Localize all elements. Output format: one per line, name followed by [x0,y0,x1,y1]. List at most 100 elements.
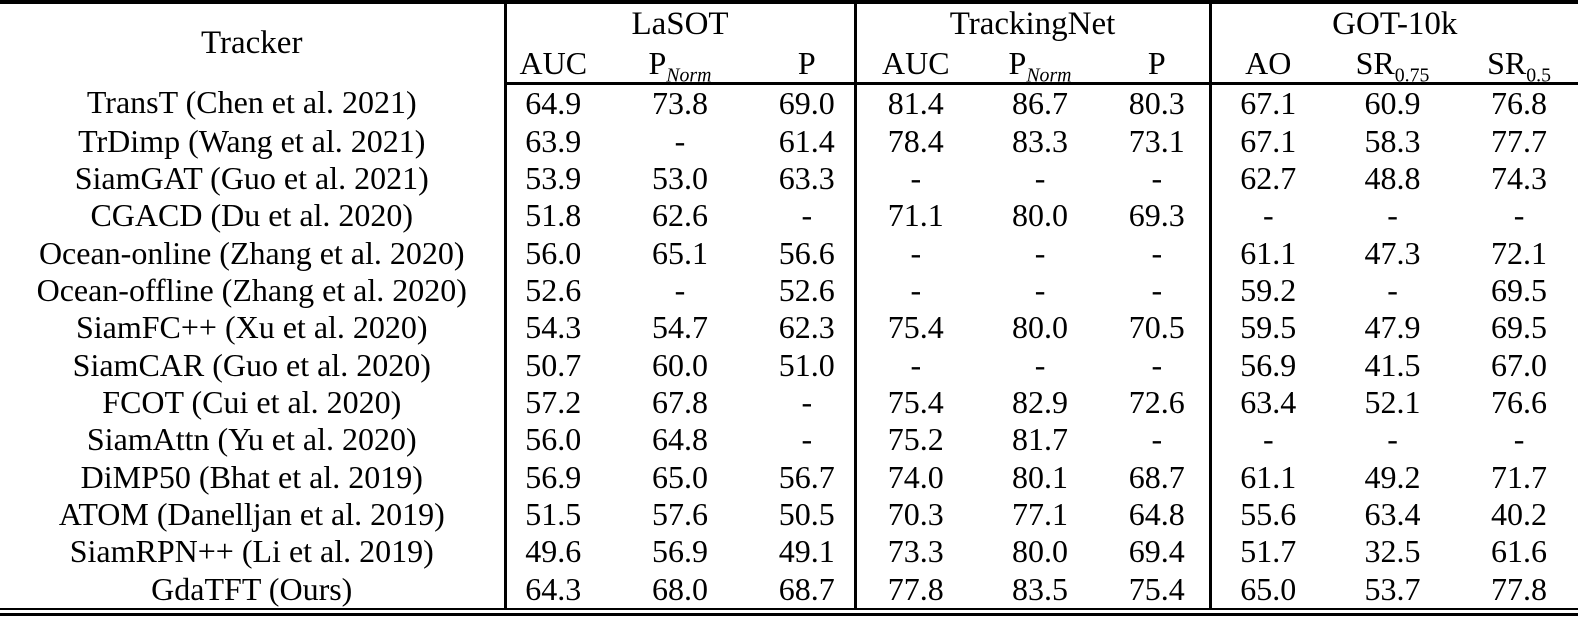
metric-value-cell: 63.4 [1364,495,1421,532]
metric-value-cell: - [1387,421,1398,458]
metric-value-cell: 53.0 [652,159,708,196]
metric-label: P [1147,45,1166,81]
table-row: Ocean-offline (Zhang et al. 2020) 52.6 -… [0,271,1578,310]
table-row: TransT (Chen et al. 2021) 64.9 73.8 69.0… [0,83,1578,123]
metric-value-cell: 52.1 [1364,383,1421,420]
metric-subscript: 0.5 [1526,64,1552,84]
table-row: SiamAttn (Yu et al. 2020) 56.0 64.8 - 75… [0,421,1578,459]
tracker-name-cell: GdaTFT (Ours) [151,570,353,607]
metric-value-cell: 56.6 [778,234,835,271]
table-body: TransT (Chen et al. 2021) 64.9 73.8 69.0… [0,83,1578,609]
metric-value-cell: 49.2 [1364,458,1421,495]
table-row: SiamFC++ (Xu et al. 2020) 54.3 54.7 62.3… [0,309,1578,347]
metric-value-cell: 60.0 [652,346,708,383]
tracker-name-cell: SiamFC++ (Xu et al. 2020) [75,309,428,346]
table-row: DiMP50 (Bhat et al. 2019) 56.9 65.0 56.7… [0,458,1578,496]
metric-value-cell: 77.7 [1491,122,1548,159]
metric-value-cell: - [1034,271,1046,308]
metric-value-cell: 32.5 [1364,533,1421,570]
table-row: TrDimp (Wang et al. 2021) 63.9 - 61.4 78… [0,122,1578,160]
metric-value-cell: 64.8 [652,421,708,458]
metric-value-cell: 75.2 [853,421,976,459]
metric-header-got10k-ao: AO [1208,45,1326,85]
tracker-name-cell: CGACD (Du et al. 2020) [90,197,414,234]
metric-value-cell: 67.1 [1208,122,1326,160]
metric-value-cell: - [1034,159,1046,196]
metric-value-cell: 40.2 [1491,495,1548,532]
metric-value-cell: 63.4 [1208,383,1326,422]
metric-value-cell: 83.3 [1012,122,1069,159]
tracker-name-cell: SiamGAT (Guo et al. 2021) [74,159,429,196]
metric-value-cell: 63.3 [778,159,835,196]
table-row: Ocean-online (Zhang et al. 2020) 56.0 65… [0,234,1578,272]
metric-value-cell: 56.9 [652,533,708,570]
metric-value-cell: - [853,271,976,310]
metric-value-cell: 56.9 [503,458,600,496]
metric-value-cell: 68.7 [1128,458,1185,495]
metric-value-cell: 62.7 [1208,159,1326,198]
metric-value-cell: 69.0 [778,85,835,122]
group-header-trackingnet: TrackingNet [853,4,1211,45]
metric-value-cell: 56.7 [778,458,835,495]
metric-label: AUC [519,45,588,81]
metric-label: P [648,45,667,81]
metric-value-cell: 80.0 [1012,309,1069,346]
metric-value-cell: 53.7 [1364,570,1421,607]
metric-value-cell: 78.4 [853,122,976,160]
metric-value-cell: 41.5 [1364,346,1421,383]
metric-value-cell: 51.5 [503,495,600,534]
metric-value-cell: - [1387,271,1398,308]
metric-value-cell: 77.8 [1491,570,1548,607]
metric-value-cell: 49.6 [503,533,600,571]
metric-value-cell: 68.0 [652,570,708,607]
metric-value-cell: - [801,197,813,234]
metric-value-cell: 51.8 [503,197,600,235]
metric-value-cell: 56.0 [503,234,600,272]
table-row: SiamCAR (Guo et al. 2020) 50.7 60.0 51.0… [0,346,1578,384]
metric-value-cell: 77.8 [853,570,976,609]
metric-label: P [1008,45,1027,81]
metric-value-cell: 73.1 [1128,122,1185,159]
metric-header-lasot-auc: AUC [503,45,600,85]
metric-value-cell: 57.6 [652,495,708,532]
metric-value-cell: 69.4 [1128,533,1185,570]
metric-value-cell: - [674,271,686,308]
metric-value-cell: 80.3 [1128,85,1185,122]
tracker-name-cell: FCOT (Cui et al. 2020) [102,383,402,420]
metric-value-cell: - [1151,421,1163,458]
metric-value-cell: 72.6 [1128,383,1185,420]
metric-value-cell: - [1151,234,1163,271]
metric-header-trackingnet-p: P [1105,45,1211,85]
metric-header-got10k-sr05: SR0.5 [1460,45,1578,85]
metric-value-cell: - [853,234,976,272]
metric-value-cell: 72.1 [1491,234,1548,271]
group-header-got10k: GOT-10k [1208,4,1578,45]
metric-header-trackingnet-pnorm: PNorm [975,45,1106,85]
metric-value-cell: 58.3 [1364,122,1421,159]
metric-subscript: 0.75 [1394,64,1430,84]
tracker-name-cell: Ocean-online (Zhang et al. 2020) [38,234,465,271]
metric-value-cell: 69.5 [1491,271,1548,308]
metric-value-cell: 81.7 [1012,421,1069,458]
metric-value-cell: 65.0 [652,458,708,495]
metric-header-got10k-sr075: SR0.75 [1325,45,1461,85]
metric-value-cell: 55.6 [1208,495,1326,534]
metric-subscript: Norm [1026,64,1072,84]
metric-value-cell: - [674,122,686,159]
tracker-column-header: Tracker [201,25,303,62]
metric-value-cell: - [1208,421,1326,459]
metric-value-cell: 62.6 [652,197,708,234]
metric-value-cell: - [801,421,813,458]
metric-value-cell: 48.8 [1364,159,1421,196]
metric-value-cell: 56.0 [503,421,600,459]
metric-value-cell: 50.5 [778,495,835,532]
metric-label: SR [1355,45,1395,81]
metric-value-cell: 73.3 [853,533,976,571]
tracker-name-cell: Ocean-offline (Zhang et al. 2020) [36,271,467,308]
metric-value-cell: 70.3 [853,495,976,534]
metric-value-cell: 54.7 [652,309,708,346]
metric-value-cell: 57.2 [503,383,600,422]
metric-value-cell: 77.1 [1012,495,1069,532]
metric-value-cell: - [1034,346,1046,383]
metric-value-cell: 74.0 [853,458,976,496]
